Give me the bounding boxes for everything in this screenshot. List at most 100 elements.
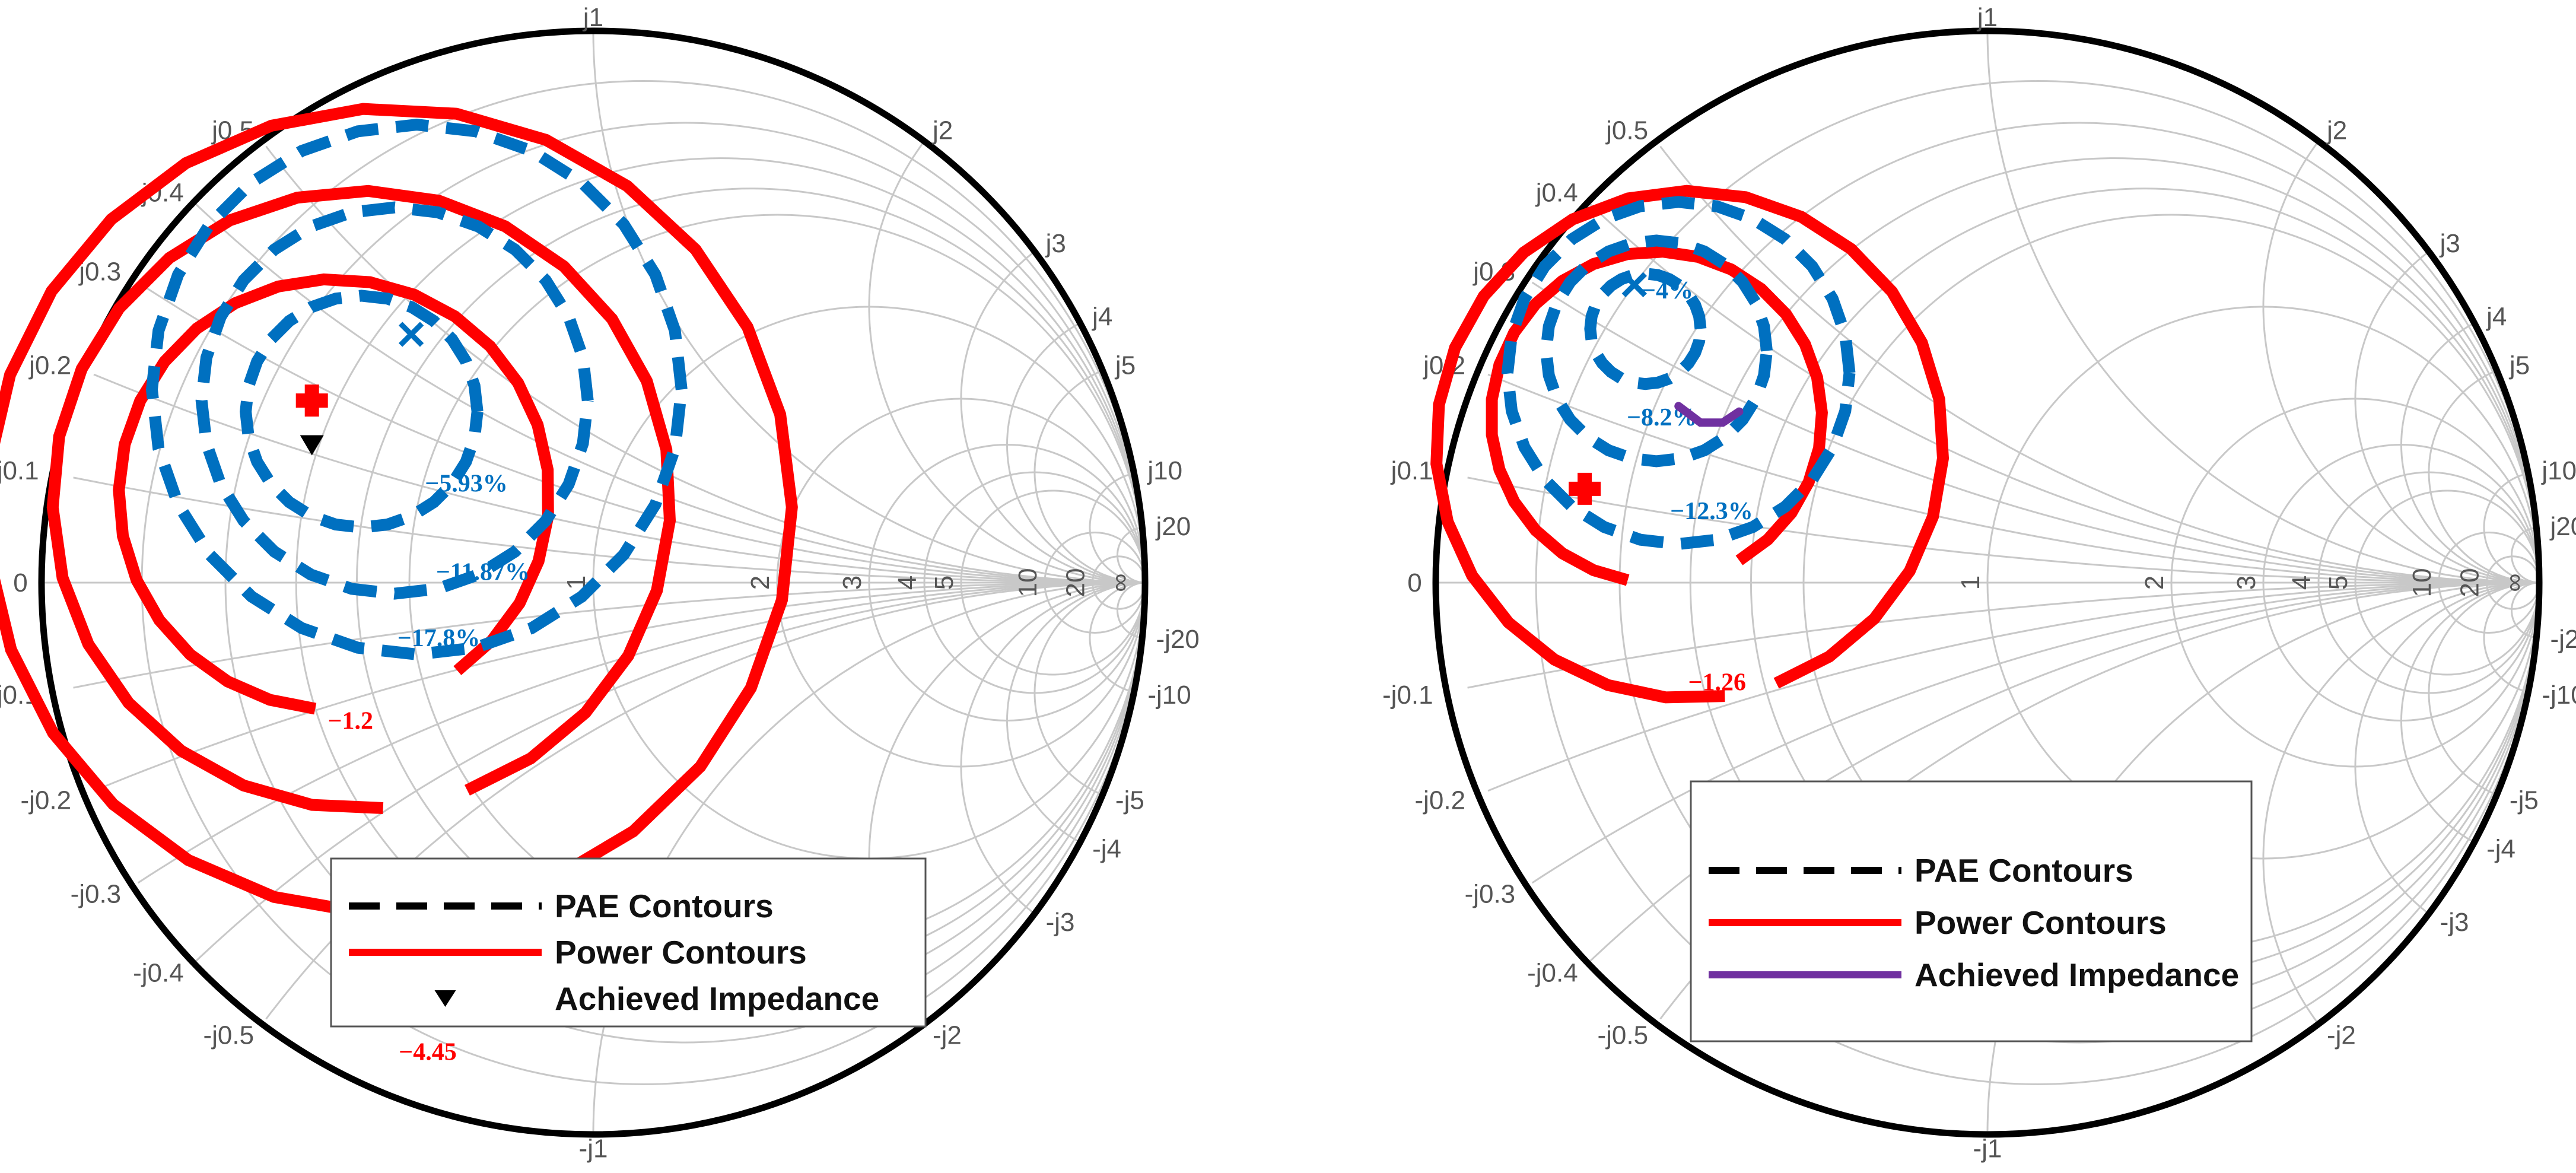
legend-label: Achieved Impedance	[555, 980, 879, 1017]
legend-label: PAE Contours	[555, 888, 774, 924]
reactance-tick-label: -j0.3	[71, 880, 122, 909]
reactance-tick-label: -j5	[2510, 786, 2539, 815]
legend-label: Power Contours	[1914, 904, 2167, 941]
pae-contour-label: −11.87%	[436, 558, 530, 586]
reactance-arc	[1467, 476, 2540, 584]
reactance-arc	[1467, 581, 2540, 689]
reactance-arc	[1659, 145, 2539, 584]
reactance-tick-label: j0.2	[28, 351, 71, 380]
reactance-arc	[2483, 472, 2539, 584]
reactance-tick-label: -j2	[2327, 1021, 2356, 1050]
reactance-arc	[93, 581, 1146, 792]
smith-chart-left: j1j0.5j0.4j0.3j0.2j0.10-j0.1-j0.2-j0.3-j…	[0, 3, 1200, 1163]
reactance-tick-label: j10	[2540, 456, 2576, 485]
resistance-tick-label: 2	[746, 576, 775, 590]
power-contour-label: −1.2	[328, 708, 373, 735]
reactance-arc	[2400, 581, 2539, 843]
reactance-arc	[193, 581, 1146, 964]
reactance-arc	[1006, 581, 1145, 843]
reactance-arc	[2354, 251, 2539, 584]
reactance-arc	[960, 251, 1145, 584]
reactance-tick-label: j5	[2508, 351, 2530, 380]
reactance-arc	[2511, 526, 2539, 584]
reactance-arc	[1117, 526, 1145, 584]
resistance-tick-label: 5	[2324, 576, 2353, 590]
reactance-arc	[1531, 581, 2540, 884]
reactance-arc	[2428, 370, 2539, 584]
legend: PAE Contours Power Contours Achieved Imped…	[1690, 780, 2253, 1042]
pae-contour-label: −12.3%	[1670, 498, 1753, 525]
reactance-tick-label: -j0.3	[1465, 880, 1516, 909]
achieved-impedance-arc	[1674, 402, 1744, 427]
legend-box	[330, 857, 927, 1028]
legend-box	[1690, 780, 2253, 1042]
reactance-arc	[1487, 373, 2540, 584]
reactance-tick-label: -j4	[1092, 835, 1121, 864]
pae-contour-label: −17.8%	[397, 625, 480, 652]
pae-contour	[1540, 234, 1773, 468]
resistance-tick-label: 3	[838, 576, 867, 590]
reactance-arc	[1587, 201, 2540, 584]
reactance-tick-label: -j0.2	[1414, 786, 1465, 815]
reactance-arc	[2428, 581, 2539, 796]
reactance-tick-label: j0.3	[78, 257, 121, 286]
reactance-tick-label: 0	[13, 568, 27, 597]
reactance-arc	[868, 141, 1145, 584]
achieved-impedance-marker	[300, 435, 324, 456]
pae-contour-label: −4%	[1642, 277, 1693, 304]
reactance-tick-label: -j0.4	[133, 958, 184, 987]
resistance-tick-label: ∞	[1105, 573, 1134, 592]
resistance-tick-label: 4	[893, 576, 922, 590]
power-contour	[1486, 246, 1828, 586]
legend-label: Power Contours	[555, 934, 807, 971]
pae-contour	[1501, 196, 1856, 550]
reactance-tick-label: -j20	[1156, 625, 1199, 654]
reactance-tick-label: -j1	[579, 1134, 608, 1163]
reactance-tick-label: j2	[2326, 116, 2347, 145]
resistance-tick-label: 20	[2455, 568, 2484, 597]
reactance-tick-label: j1	[582, 3, 603, 32]
pae-contour-label: −5.93%	[425, 471, 507, 498]
smith-rim	[1432, 27, 2543, 1138]
smith-chart-right: j1j0.5j0.4j0.3j0.2j0.10-j0.1-j0.2-j0.3-j…	[1382, 3, 2576, 1164]
resistance-tick-label: 1	[1956, 576, 1985, 590]
reactance-arc	[1986, 31, 2539, 584]
resistance-tick-label: 10	[2408, 568, 2437, 597]
reactance-arc	[193, 201, 1146, 584]
reactance-tick-label: j1	[1976, 3, 1998, 32]
reactance-tick-label: j3	[2439, 229, 2460, 258]
reactance-tick-label: -j3	[1046, 908, 1075, 937]
reactance-tick-label: -j2	[933, 1021, 962, 1050]
reactance-arc	[1089, 581, 1145, 693]
legend-label: Achieved Impedance	[1914, 956, 2239, 993]
reactance-tick-label: -j10	[2542, 681, 2576, 710]
pae-optimum-marker	[398, 322, 424, 347]
power-optimum-marker	[295, 384, 328, 417]
reactance-arc	[1033, 581, 1145, 796]
reactance-arc	[73, 581, 1146, 689]
resistance-tick-label: 5	[930, 576, 959, 590]
power-contour	[46, 185, 676, 814]
reactance-tick-label: j4	[1091, 302, 1112, 331]
reactance-tick-label: -j5	[1115, 786, 1144, 815]
resistance-tick-label: 4	[2287, 576, 2316, 590]
reactance-tick-label: -j4	[2486, 835, 2515, 864]
reactance-arc	[2511, 581, 2539, 639]
reactance-arc	[93, 373, 1146, 584]
reactance-tick-label: j10	[1146, 456, 1182, 485]
smith-rim	[38, 27, 1149, 1138]
resistance-tick-label: ∞	[2499, 573, 2529, 592]
power-contour	[1430, 185, 1950, 704]
reactance-tick-label: -j0.5	[203, 1021, 254, 1050]
pae-contour	[195, 201, 594, 600]
reactance-arc	[1531, 281, 2540, 584]
reactance-arc	[2354, 581, 2539, 914]
reactance-tick-label: -j0.2	[20, 786, 71, 815]
reactance-tick-label: -j0.1	[1382, 681, 1433, 710]
reactance-arc	[2262, 581, 2539, 1025]
resistance-tick-label: 10	[1013, 568, 1042, 597]
reactance-tick-label: j3	[1045, 229, 1066, 258]
reactance-arc	[1487, 581, 2540, 792]
reactance-tick-label: j20	[1155, 512, 1191, 541]
reactance-arc	[1117, 581, 1145, 639]
